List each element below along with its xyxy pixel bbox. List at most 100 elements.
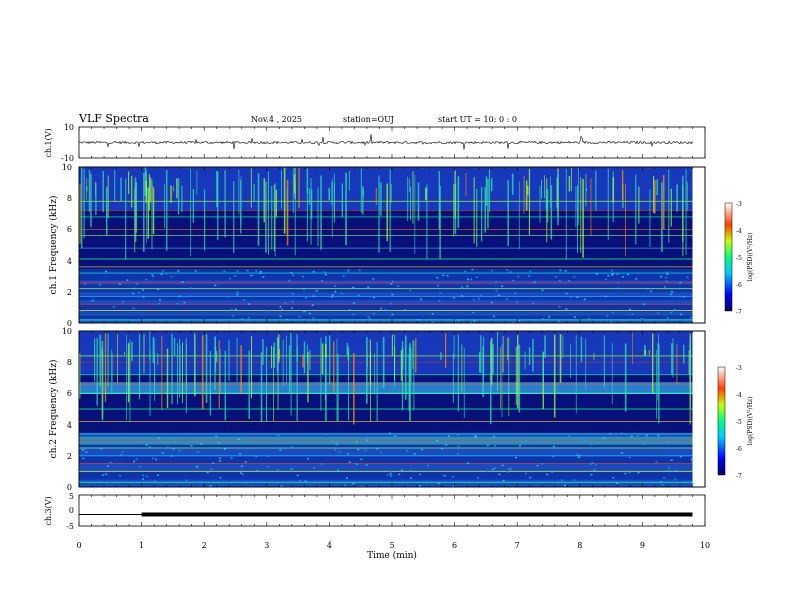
spec-speckle (691, 460, 694, 462)
spec-speckle (621, 452, 624, 454)
spec-band (79, 373, 693, 379)
spec-speckle (142, 296, 145, 298)
spec-band (79, 170, 693, 176)
spec-speckle (565, 308, 568, 310)
spec-speckle (532, 302, 535, 305)
spec-speckle (588, 317, 591, 320)
spec-band (79, 190, 693, 195)
ch2-cb-tick-m7: -7 (736, 473, 742, 480)
spec-speckle (491, 269, 494, 272)
spec-speckle (508, 468, 511, 471)
spec-speckle (645, 434, 648, 437)
spec-speckle (290, 307, 293, 309)
ch2-cb-tick-m4: -4 (736, 392, 742, 399)
spec-speckle (512, 322, 515, 323)
spec-speckle (373, 312, 376, 315)
ch3-signal-frame (78, 494, 706, 527)
spec-band (79, 420, 693, 426)
spec-speckle (486, 444, 489, 447)
x-tick-label: 8 (577, 541, 582, 550)
spec-speckle (390, 475, 393, 478)
spec-speckle (183, 301, 186, 304)
spec-speckle (580, 439, 583, 442)
spec-speckle (509, 271, 512, 273)
spec-band (79, 436, 693, 441)
spec-speckle (151, 274, 154, 276)
x-tick-label: 5 (389, 541, 394, 550)
spec-speckle (105, 270, 108, 273)
spec-band (79, 198, 693, 203)
spec-speckle (119, 474, 122, 477)
start-time-label: start UT = 10: 0 : 0 (438, 115, 517, 124)
spec-speckle (158, 299, 161, 301)
spec-band (79, 186, 693, 191)
spec-speckle (118, 283, 121, 285)
spec-band (79, 174, 693, 180)
spec-speckle (397, 285, 400, 287)
spec-speckle (498, 294, 501, 297)
spec-speckle (379, 307, 382, 310)
spec-speckle (81, 449, 84, 451)
spec-speckle (603, 437, 606, 440)
spec-speckle (457, 452, 460, 455)
spec-speckle (611, 274, 614, 276)
x-tick-label: 6 (452, 541, 457, 550)
spec-speckle (568, 435, 571, 437)
spec-speckle (358, 269, 361, 272)
spec-speckle (436, 276, 439, 279)
spec-speckle (223, 270, 226, 272)
spec-speckle (426, 464, 429, 467)
spec-speckle (506, 269, 509, 271)
spec-speckle (91, 299, 94, 302)
spec-speckle (97, 437, 100, 439)
spec-speckle (342, 275, 345, 277)
spec-speckle (109, 461, 112, 464)
spec-speckle (240, 472, 243, 474)
ch2-ytick-10: 10 (62, 327, 72, 336)
spec-speckle (259, 270, 262, 273)
spec-speckle (552, 455, 555, 458)
ch1-cb-tick-m7: -7 (736, 309, 742, 316)
spec-speckle (337, 469, 340, 472)
spec-speckle (347, 453, 350, 455)
spec-speckle (311, 304, 314, 306)
spec-speckle (611, 311, 614, 314)
spec-speckle (357, 294, 360, 296)
spec-band (79, 483, 693, 487)
spec-band (79, 221, 693, 226)
spec-speckle (348, 461, 351, 463)
spec-speckle (472, 299, 475, 301)
spec-speckle (470, 278, 473, 281)
spec-speckle (209, 485, 212, 487)
spec-speckle (137, 291, 140, 294)
spec-speckle (360, 458, 363, 461)
spec-speckle (259, 272, 262, 275)
spec-speckle (418, 485, 421, 487)
spec-speckle (589, 463, 592, 465)
spec-speckle (636, 434, 639, 437)
spec-speckle (161, 452, 164, 454)
spec-speckle (507, 470, 510, 473)
spec-speckle (404, 309, 407, 311)
spec-speckle (690, 458, 693, 460)
spec-speckle (646, 287, 649, 290)
spec-band (79, 475, 693, 480)
spec-speckle (112, 306, 115, 308)
ch3-ytick-top: 5 (69, 492, 74, 501)
spec-speckle (244, 440, 247, 442)
spec-speckle (609, 432, 612, 435)
spec-speckle (438, 300, 441, 302)
spec-band (79, 276, 693, 281)
spec-band (79, 389, 693, 394)
spec-speckle (606, 315, 609, 317)
spec-speckle (292, 293, 295, 295)
spec-speckle (287, 481, 290, 484)
spec-speckle (541, 442, 544, 445)
spec-speckle (247, 316, 250, 319)
spec-speckle (106, 465, 109, 467)
spec-speckle (279, 306, 282, 308)
spec-speckle (156, 474, 159, 476)
spec-speckle (135, 283, 138, 286)
spec-speckle (680, 313, 683, 316)
spec-speckle (492, 315, 495, 318)
